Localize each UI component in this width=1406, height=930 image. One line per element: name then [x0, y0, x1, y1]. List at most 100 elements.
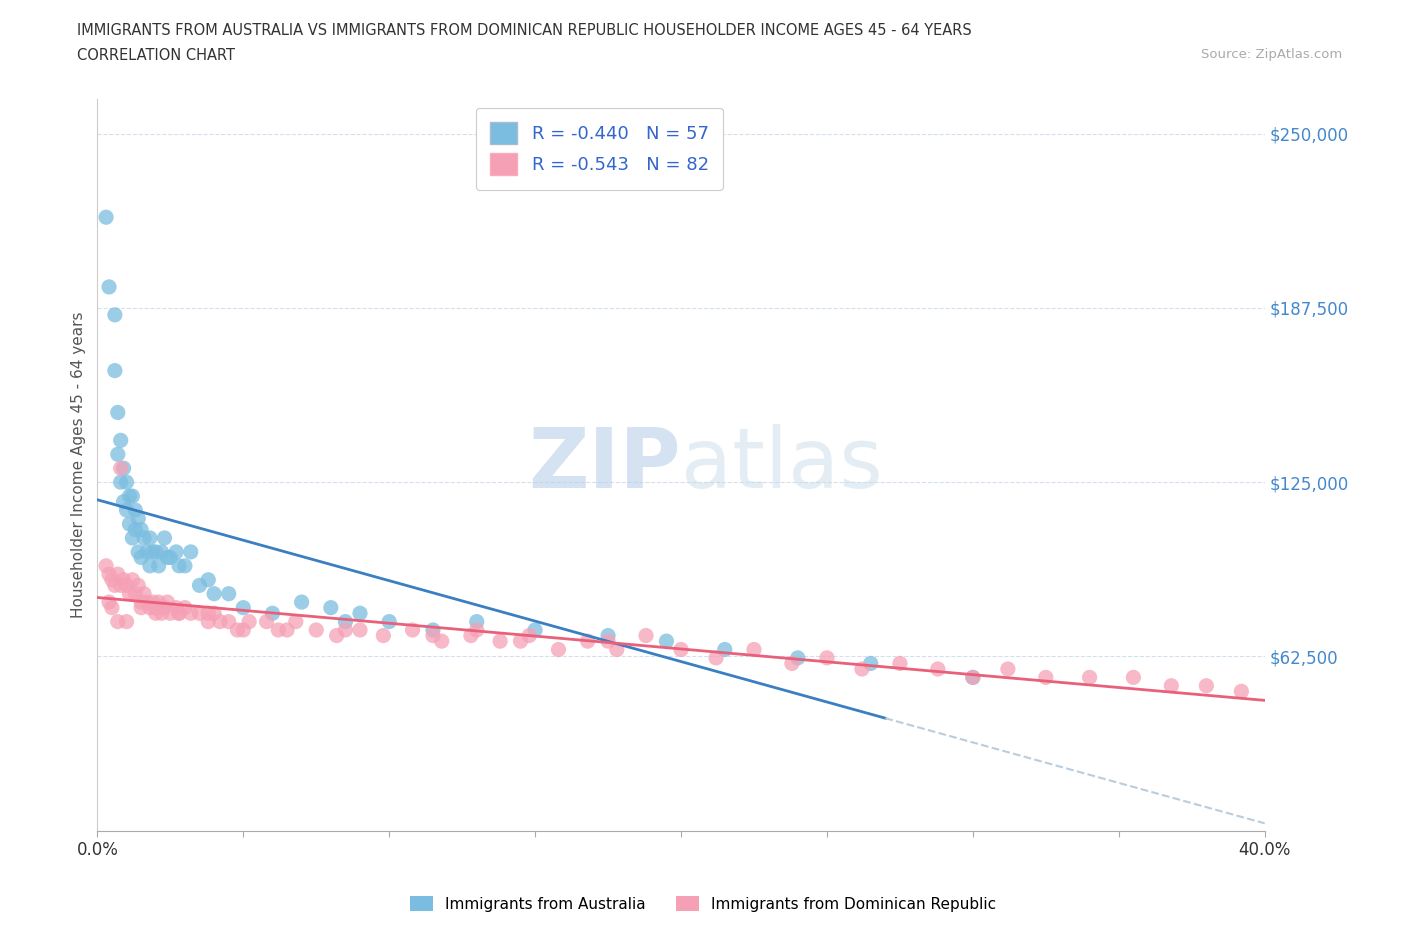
Point — [174, 558, 197, 573]
Point — [139, 530, 162, 545]
Point — [465, 614, 488, 629]
Point — [127, 511, 149, 525]
Point — [180, 544, 202, 559]
Point — [547, 642, 569, 657]
Point — [319, 600, 342, 615]
Point — [596, 633, 619, 648]
Point — [401, 622, 423, 637]
Text: Source: ZipAtlas.com: Source: ZipAtlas.com — [1202, 48, 1343, 61]
Point — [132, 530, 155, 545]
Point — [118, 586, 141, 601]
Point — [197, 605, 219, 620]
Point — [325, 628, 347, 643]
Point — [218, 586, 240, 601]
Point — [489, 633, 512, 648]
Point — [851, 661, 873, 676]
Point — [104, 364, 127, 379]
Point — [156, 550, 179, 565]
Point — [107, 446, 129, 461]
Point — [145, 544, 167, 559]
Point — [145, 605, 167, 620]
Point — [238, 614, 260, 629]
Point — [118, 516, 141, 531]
Point — [129, 594, 152, 609]
Point — [349, 605, 371, 620]
Point — [132, 586, 155, 601]
Point — [1230, 684, 1253, 698]
Point — [110, 474, 132, 489]
Point — [127, 544, 149, 559]
Point — [121, 572, 143, 587]
Point — [284, 614, 307, 629]
Point — [139, 600, 162, 615]
Point — [815, 650, 838, 665]
Point — [136, 594, 159, 609]
Point — [104, 308, 127, 323]
Point — [188, 578, 211, 592]
Point — [786, 650, 808, 665]
Point — [997, 661, 1019, 676]
Point — [94, 210, 117, 225]
Point — [98, 566, 121, 581]
Point — [145, 600, 167, 615]
Point — [524, 622, 547, 637]
Point — [465, 622, 488, 637]
Point — [232, 622, 254, 637]
Point — [262, 605, 284, 620]
Point — [1078, 670, 1101, 684]
Point — [422, 628, 444, 643]
Legend: R = -0.440   N = 57, R = -0.543   N = 82: R = -0.440 N = 57, R = -0.543 N = 82 — [475, 108, 723, 190]
Point — [208, 614, 231, 629]
Point — [129, 600, 152, 615]
Point — [780, 656, 803, 671]
Point — [104, 578, 127, 592]
Point — [142, 544, 165, 559]
Point — [110, 460, 132, 475]
Point — [349, 622, 371, 637]
Point — [276, 622, 298, 637]
Point — [110, 578, 132, 592]
Point — [101, 600, 124, 615]
Point — [124, 586, 146, 601]
Point — [110, 432, 132, 447]
Point — [142, 594, 165, 609]
Point — [197, 572, 219, 587]
Point — [150, 605, 173, 620]
Point — [226, 622, 249, 637]
Point — [153, 600, 176, 615]
Point — [889, 656, 911, 671]
Point — [159, 605, 181, 620]
Point — [107, 566, 129, 581]
Point — [148, 558, 170, 573]
Point — [202, 605, 225, 620]
Point — [156, 594, 179, 609]
Point — [112, 460, 135, 475]
Point — [634, 628, 657, 643]
Point — [118, 488, 141, 503]
Text: CORRELATION CHART: CORRELATION CHART — [77, 48, 235, 63]
Point — [460, 628, 482, 643]
Point — [107, 614, 129, 629]
Point — [112, 572, 135, 587]
Point — [159, 550, 181, 565]
Point — [576, 633, 599, 648]
Point — [153, 530, 176, 545]
Point — [115, 474, 138, 489]
Point — [136, 544, 159, 559]
Y-axis label: Householder Income Ages 45 - 64 years: Householder Income Ages 45 - 64 years — [72, 312, 86, 618]
Point — [188, 605, 211, 620]
Point — [115, 502, 138, 517]
Point — [305, 622, 328, 637]
Legend: Immigrants from Australia, Immigrants from Dominican Republic: Immigrants from Australia, Immigrants fr… — [404, 889, 1002, 918]
Point — [1160, 678, 1182, 693]
Point — [430, 633, 453, 648]
Point — [124, 522, 146, 537]
Point — [150, 544, 173, 559]
Point — [232, 600, 254, 615]
Point — [174, 600, 197, 615]
Point — [115, 614, 138, 629]
Point — [124, 502, 146, 517]
Point — [655, 633, 678, 648]
Point — [1195, 678, 1218, 693]
Point — [115, 578, 138, 592]
